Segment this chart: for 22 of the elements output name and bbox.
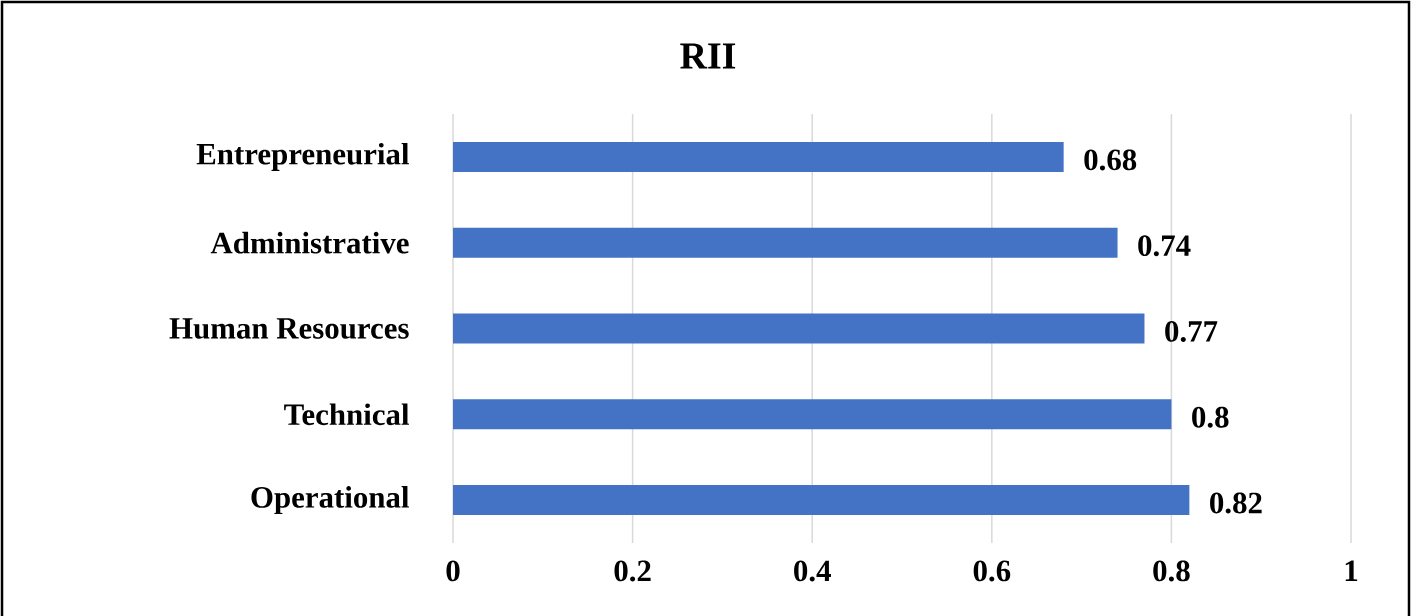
y-tick-label: Technical bbox=[284, 403, 409, 426]
bar bbox=[453, 313, 1145, 344]
x-tick-label: 0.2 bbox=[614, 560, 651, 582]
x-tick-label: 0 bbox=[446, 560, 460, 582]
y-tick-label: Entrepreneurial bbox=[196, 142, 409, 171]
data-label: 0.82 bbox=[1210, 492, 1262, 514]
y-tick-label: Administrative bbox=[210, 231, 409, 254]
data-label: 0.68 bbox=[1084, 149, 1137, 171]
y-tick-label: Operational bbox=[251, 486, 409, 515]
x-tick-label: 0.8 bbox=[1153, 560, 1190, 582]
bar bbox=[453, 141, 1064, 172]
x-tick-label: 1 bbox=[1345, 560, 1358, 581]
data-label: 0.8 bbox=[1192, 406, 1229, 428]
bar bbox=[453, 227, 1118, 258]
x-tick-label: 0.4 bbox=[794, 560, 831, 582]
y-tick-label: Human Resources bbox=[169, 318, 409, 339]
bar bbox=[453, 399, 1172, 430]
data-label: 0.74 bbox=[1138, 235, 1191, 257]
bar bbox=[453, 485, 1190, 516]
x-tick-label: 0.6 bbox=[973, 560, 1011, 582]
chart-title: RII bbox=[680, 43, 736, 69]
data-label: 0.77 bbox=[1165, 320, 1218, 342]
